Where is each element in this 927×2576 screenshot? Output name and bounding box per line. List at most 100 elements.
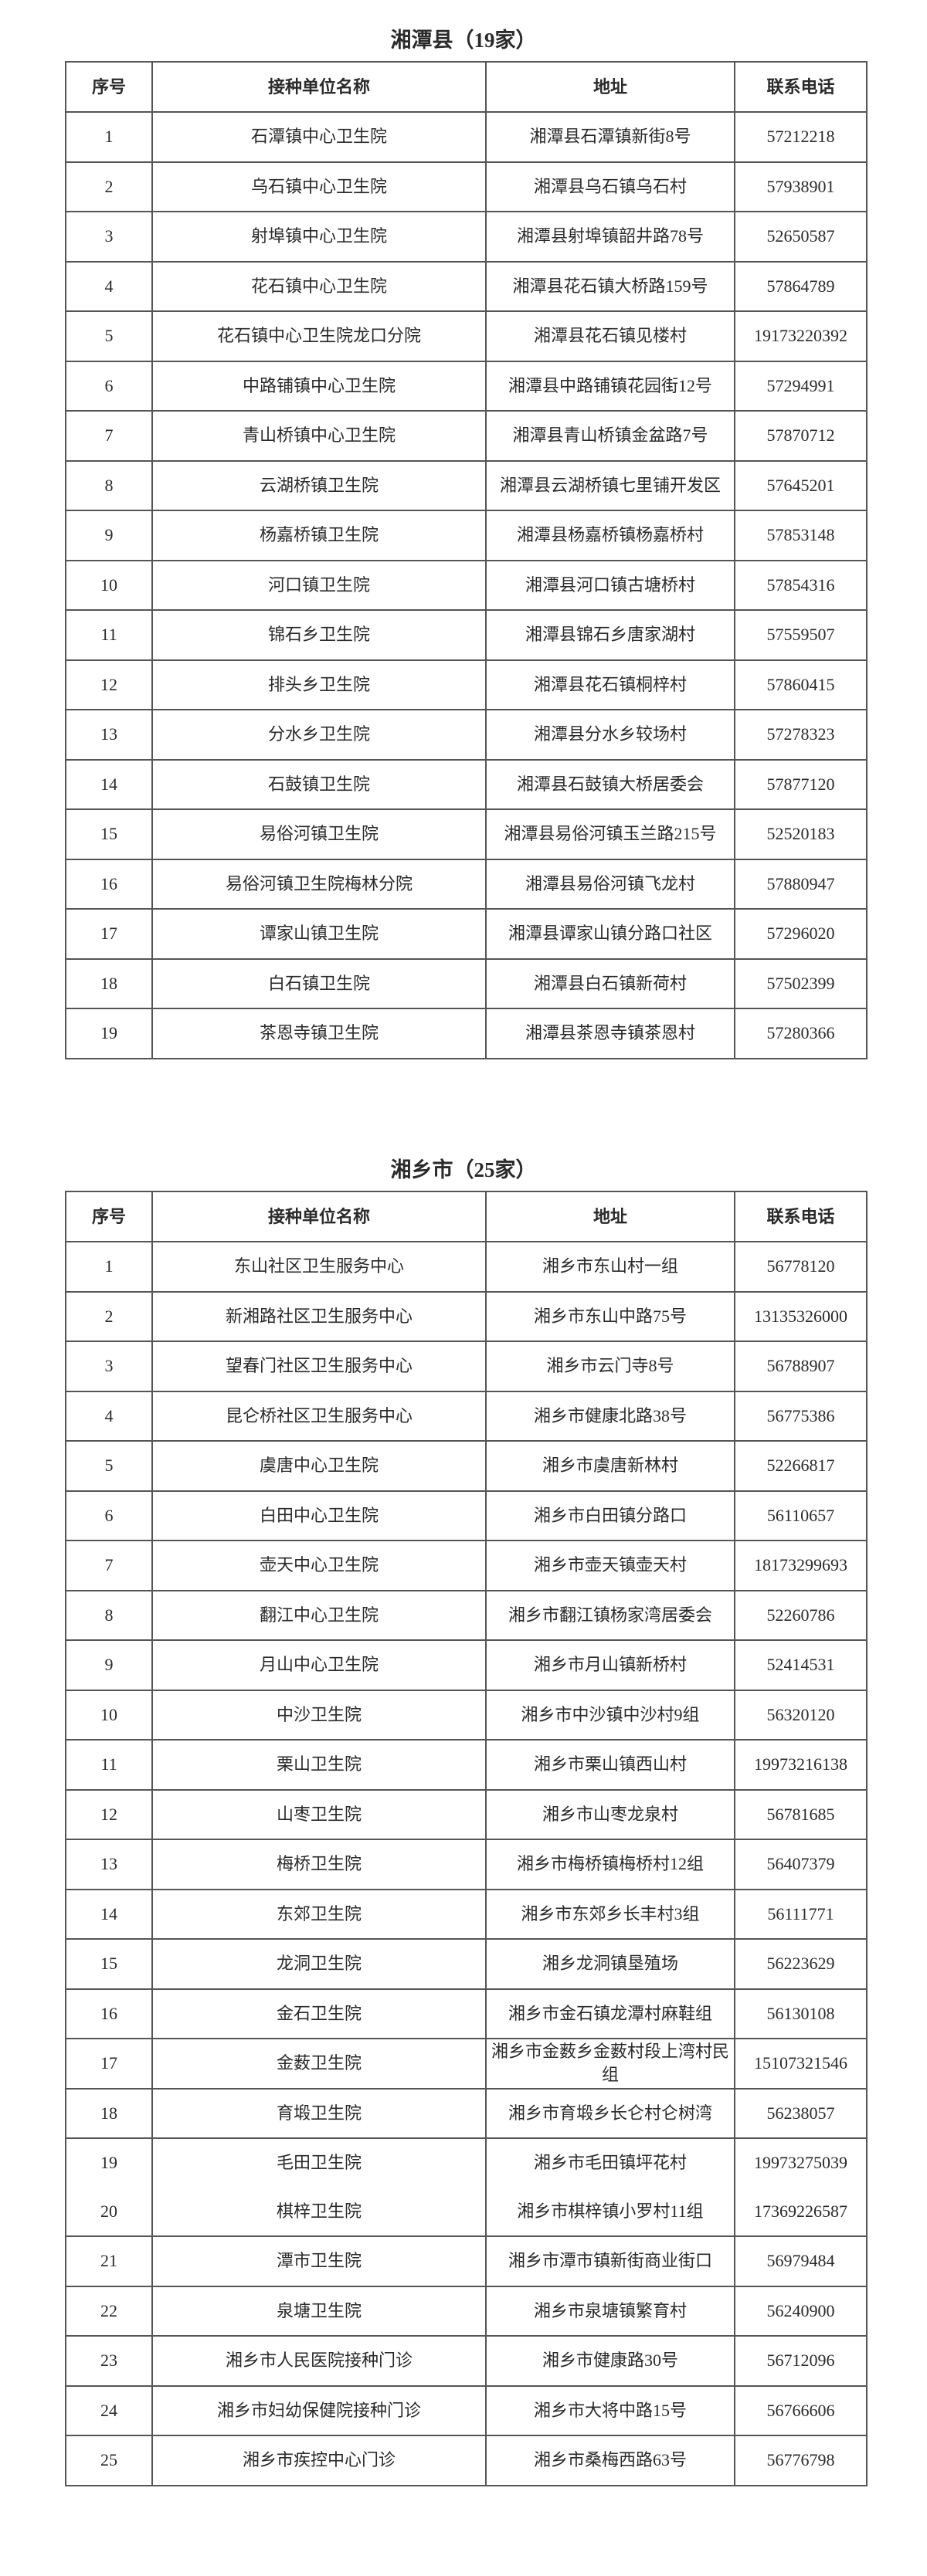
cell-index: 5 [65, 1440, 153, 1492]
table-row: 18 育塅卫生院 湘乡市育塅乡长仑村仑树湾 56238057 [65, 2087, 868, 2139]
cell-unit-name: 分水乡卫生院 [151, 709, 487, 761]
header-unit-name: 接种单位名称 [151, 61, 487, 113]
cell-address: 湘乡市云门寺8号 [485, 1341, 735, 1392]
header-index: 序号 [65, 61, 153, 113]
cell-unit-name: 白石镇卫生院 [151, 958, 487, 1009]
cell-index: 23 [65, 2335, 153, 2387]
cell-address: 湘乡市棋梓镇小罗村11组 [485, 2187, 735, 2237]
cell-unit-name: 湘乡市人民医院接种门诊 [151, 2335, 487, 2387]
cell-phone: 57854316 [734, 559, 868, 611]
cell-phone: 57853148 [734, 510, 868, 561]
cell-address: 湘乡市东山村一组 [485, 1241, 735, 1293]
cell-phone: 57938901 [734, 161, 868, 212]
table-row: 25 湘乡市疾控中心门诊 湘乡市桑梅西路63号 56776798 [65, 2435, 868, 2486]
table-row: 6 中路铺镇中心卫生院 湘潭县中路铺镇花园街12号 57294991 [65, 360, 868, 412]
cell-phone: 56776798 [734, 2435, 868, 2486]
cell-phone: 57880947 [734, 858, 868, 910]
cell-unit-name: 杨嘉桥镇卫生院 [151, 510, 487, 561]
cell-index: 21 [65, 2235, 153, 2287]
cell-index: 12 [65, 1788, 153, 1840]
cell-phone: 56979484 [734, 2235, 868, 2287]
table-row: 4 花石镇中心卫生院 湘潭县花石镇大桥路159号 57864789 [65, 260, 868, 312]
cell-unit-name: 潭市卫生院 [151, 2235, 487, 2287]
cell-index: 12 [65, 659, 153, 710]
table-row: 9 月山中心卫生院 湘乡市月山镇新桥村 52414531 [65, 1639, 868, 1691]
cell-index: 20 [65, 2187, 153, 2237]
cell-address: 湘潭县易俗河镇玉兰路215号 [485, 808, 735, 860]
cell-unit-name: 花石镇中心卫生院 [151, 260, 487, 312]
cell-phone: 57280366 [734, 1008, 868, 1059]
cell-index: 14 [65, 1888, 153, 1940]
cell-unit-name: 月山中心卫生院 [151, 1639, 487, 1691]
cell-address: 湘乡龙洞镇垦殖场 [485, 1938, 735, 1990]
cell-address: 湘乡市东山中路75号 [485, 1290, 735, 1342]
table-row: 16 易俗河镇卫生院梅林分院 湘潭县易俗河镇飞龙村 57880947 [65, 858, 868, 910]
cell-unit-name: 易俗河镇卫生院梅林分院 [151, 858, 487, 910]
cell-index: 24 [65, 2384, 153, 2436]
cell-phone: 52260786 [734, 1589, 868, 1641]
table-row: 22 泉塘卫生院 湘乡市泉塘镇繁育村 56240900 [65, 2285, 868, 2337]
cell-unit-name: 金薮卫生院 [151, 2038, 487, 2090]
cell-unit-name: 棋梓卫生院 [151, 2187, 487, 2237]
cell-unit-name: 昆仑桥社区卫生服务中心 [151, 1390, 487, 1442]
cell-address: 湘潭县锦石乡唐家湖村 [485, 609, 735, 661]
cell-phone: 57296020 [734, 908, 868, 960]
table-row: 19 毛田卫生院 湘乡市毛田镇坪花村 19973275039 [65, 2137, 868, 2188]
cell-phone: 15107321546 [734, 2038, 868, 2090]
table-row: 20 棋梓卫生院 湘乡市棋梓镇小罗村11组 17369226587 [65, 2187, 868, 2237]
table-row: 8 云湖桥镇卫生院 湘潭县云湖桥镇七里铺开发区 57645201 [65, 459, 868, 511]
cell-phone: 19973216138 [734, 1739, 868, 1791]
table-row: 4 昆仑桥社区卫生服务中心 湘乡市健康北路38号 56775386 [65, 1390, 868, 1442]
header-address: 地址 [485, 61, 735, 113]
table-row: 14 石鼓镇卫生院 湘潭县石鼓镇大桥居委会 57877120 [65, 758, 868, 810]
cell-index: 2 [65, 161, 153, 212]
cell-unit-name: 谭家山镇卫生院 [151, 908, 487, 960]
table-row: 17 谭家山镇卫生院 湘潭县谭家山镇分路口社区 57296020 [65, 908, 868, 960]
cell-unit-name: 青山桥镇中心卫生院 [151, 410, 487, 462]
cell-phone: 56238057 [734, 2087, 868, 2139]
table-row: 1 东山社区卫生服务中心 湘乡市东山村一组 56778120 [65, 1241, 868, 1293]
cell-unit-name: 龙洞卫生院 [151, 1938, 487, 1990]
cell-address: 湘潭县分水乡较场村 [485, 709, 735, 761]
table-row: 1 石潭镇中心卫生院 湘潭县石潭镇新街8号 57212218 [65, 111, 868, 163]
cell-address: 湘潭县石潭镇新街8号 [485, 111, 735, 163]
cell-unit-name: 锦石乡卫生院 [151, 609, 487, 661]
cell-address: 湘乡市月山镇新桥村 [485, 1639, 735, 1691]
cell-phone: 19173220392 [734, 310, 868, 362]
cell-unit-name: 石潭镇中心卫生院 [151, 111, 487, 163]
cell-unit-name: 泉塘卫生院 [151, 2285, 487, 2337]
cell-index: 9 [65, 510, 153, 561]
cell-unit-name: 白田中心卫生院 [151, 1490, 487, 1541]
cell-phone: 18173299693 [734, 1540, 868, 1591]
header-index: 序号 [65, 1191, 153, 1242]
cell-index: 2 [65, 1290, 153, 1342]
cell-index: 9 [65, 1639, 153, 1691]
cell-address: 湘潭县花石镇桐梓村 [485, 659, 735, 710]
cell-address: 湘乡市潭市镇新街商业街口 [485, 2235, 735, 2287]
table-row: 15 易俗河镇卫生院 湘潭县易俗河镇玉兰路215号 52520183 [65, 808, 868, 860]
table-row: 10 河口镇卫生院 湘潭县河口镇古塘桥村 57854316 [65, 559, 868, 611]
section-title-xiangtan: 湘潭县（19家） [390, 29, 537, 52]
cell-unit-name: 虞唐中心卫生院 [151, 1440, 487, 1492]
cell-index: 11 [65, 609, 153, 661]
cell-unit-name: 湘乡市疾控中心门诊 [151, 2435, 487, 2486]
cell-address: 湘潭县杨嘉桥镇杨嘉桥村 [485, 510, 735, 561]
cell-index: 8 [65, 459, 153, 511]
cell-index: 6 [65, 360, 153, 412]
cell-index: 7 [65, 410, 153, 462]
cell-phone: 57877120 [734, 758, 868, 810]
table-row: 3 射埠镇中心卫生院 湘潭县射埠镇韶井路78号 52650587 [65, 211, 868, 263]
cell-address: 湘乡市金石镇龙潭村麻鞋组 [485, 1988, 735, 2039]
cell-phone: 57870712 [734, 410, 868, 462]
cell-unit-name: 乌石镇中心卫生院 [151, 161, 487, 212]
cell-index: 3 [65, 211, 153, 263]
cell-phone: 57294991 [734, 360, 868, 412]
cell-phone: 52414531 [734, 1639, 868, 1691]
cell-phone: 56712096 [734, 2335, 868, 2387]
table-row: 19 茶恩寺镇卫生院 湘潭县茶恩寺镇茶恩村 57280366 [65, 1008, 868, 1059]
cell-phone: 56111771 [734, 1888, 868, 1940]
table-header-row: 序号 接种单位名称 地址 联系电话 [65, 61, 868, 113]
table-header-row: 序号 接种单位名称 地址 联系电话 [65, 1191, 868, 1242]
cell-index: 8 [65, 1589, 153, 1641]
cell-address: 湘乡市壶天镇壶天村 [485, 1540, 735, 1591]
